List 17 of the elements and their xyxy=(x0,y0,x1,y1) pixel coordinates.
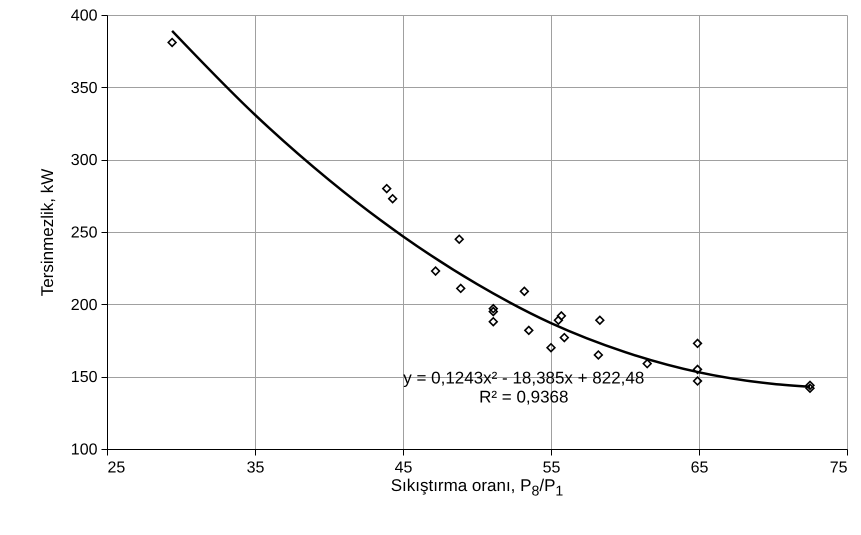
x-tick-label: 75 xyxy=(830,460,848,476)
y-tick-label: 150 xyxy=(70,369,98,386)
annotation: R² = 0,9368 xyxy=(479,388,568,407)
x-tick-label: 25 xyxy=(108,460,126,476)
y-tick-label: 250 xyxy=(70,224,98,242)
y-tick-label: 300 xyxy=(70,152,98,170)
y-axis-title: Tersinmezlik, kW xyxy=(38,168,57,296)
x-tick-label: 65 xyxy=(690,460,708,476)
x-tick-label: 55 xyxy=(542,460,560,476)
x-tick-label: 45 xyxy=(394,460,412,476)
y-tick-label: 400 xyxy=(70,8,98,24)
x-tick-label: 35 xyxy=(246,460,264,476)
annotation: y = 0,1243x² - 18,385x + 822,48 xyxy=(403,368,644,388)
y-tick-label: 100 xyxy=(70,442,98,458)
y-tick-label: 200 xyxy=(70,296,98,314)
x-axis-title: Sıkıştırma oranı, P$_{8}$/P$_{1}$ xyxy=(390,476,564,500)
y-tick-label: 350 xyxy=(70,80,98,97)
